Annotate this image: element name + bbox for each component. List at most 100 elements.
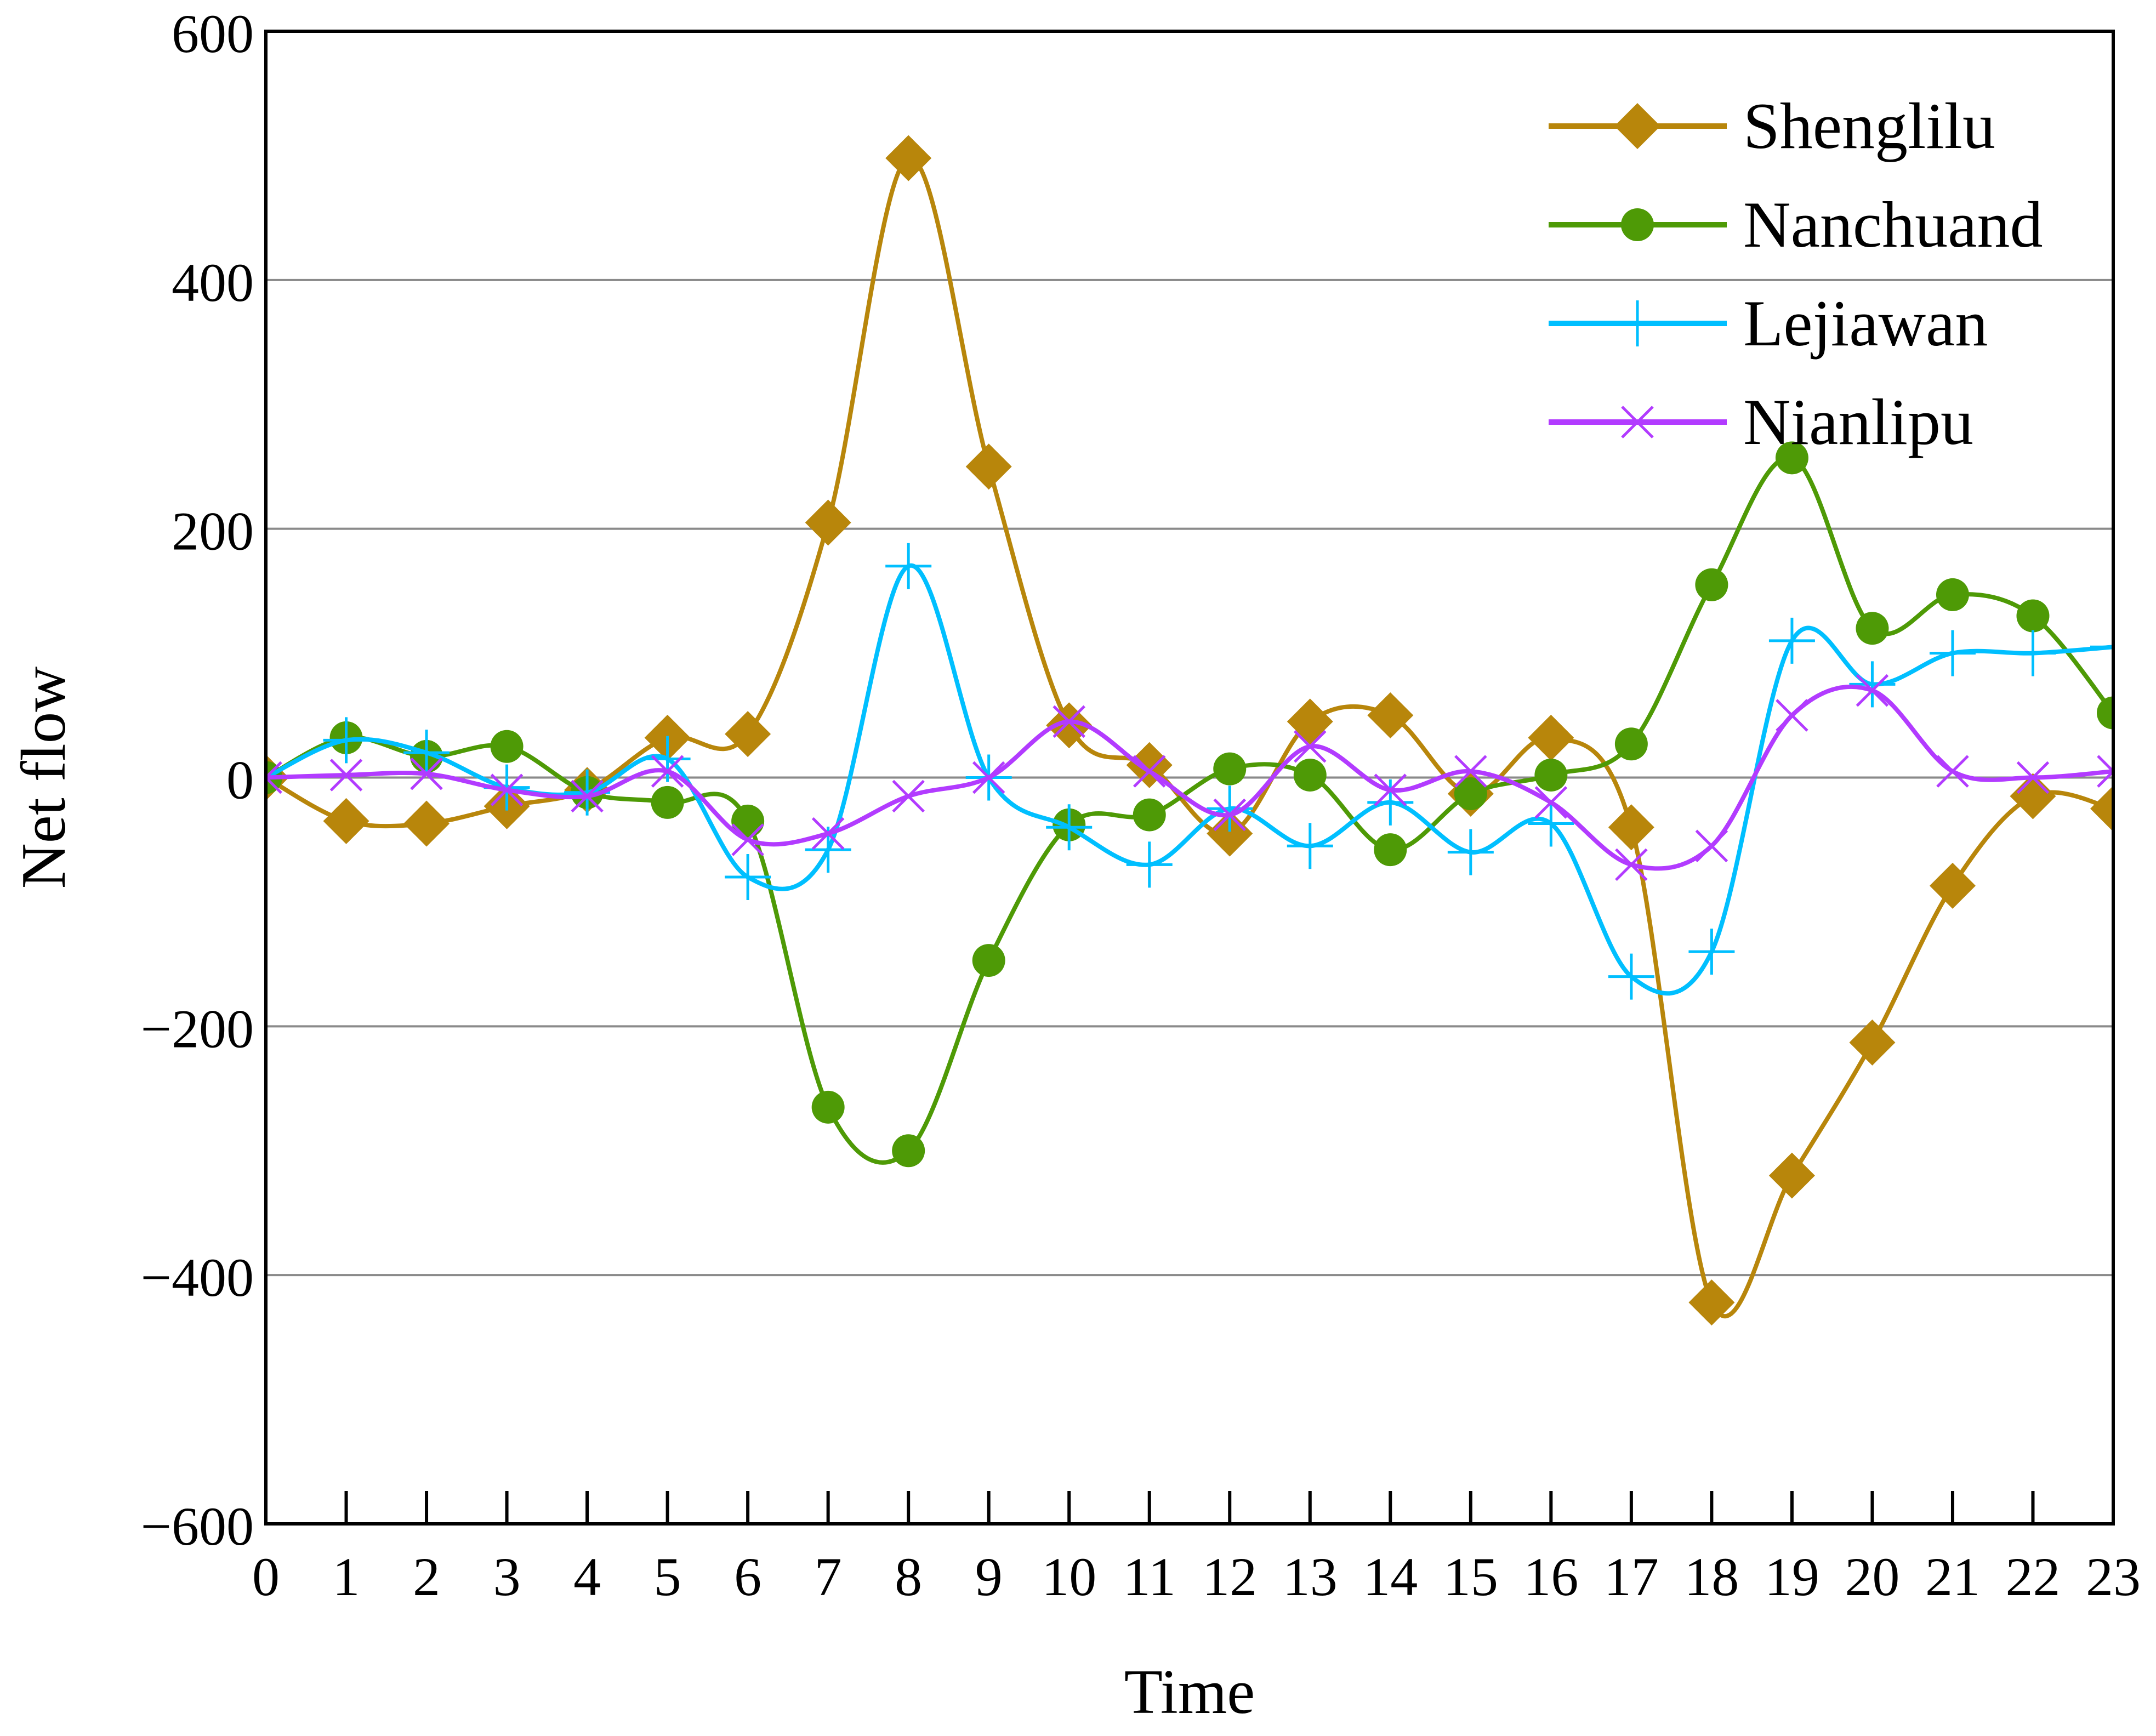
series-line: [266, 563, 2113, 996]
data-point: [2090, 786, 2113, 832]
data-point: [1849, 1019, 1896, 1066]
data-point: [323, 717, 369, 764]
y-tick-label: 0: [226, 750, 254, 811]
x-tick-label: 6: [734, 1546, 761, 1607]
data-point: [1614, 727, 1648, 761]
data-point: [323, 798, 369, 844]
data-point: [1207, 810, 1253, 857]
data-point: [1856, 674, 1889, 707]
data-point: [1775, 441, 1808, 475]
x-tick-label: 8: [895, 1546, 922, 1607]
x-tick-label: 21: [1925, 1546, 1980, 1607]
x-tick-label: 16: [1523, 1546, 1578, 1607]
data-point: [2010, 630, 2056, 676]
data-point: [571, 779, 604, 813]
data-point: [1294, 730, 1327, 763]
data-point: [1053, 705, 1085, 738]
data-point: [644, 736, 691, 782]
data-point: [811, 817, 845, 850]
data-point: [1374, 833, 1407, 867]
plot-frame: [264, 30, 2115, 1526]
data-point: [1849, 661, 1896, 708]
data-point: [329, 759, 363, 792]
data-point: [1608, 804, 1654, 851]
data-point: [731, 804, 765, 838]
data-point: [1936, 578, 1969, 611]
data-point: [1768, 1152, 1815, 1199]
x-tick-label: 22: [2005, 1546, 2060, 1607]
legend-label: Shenglilu: [1743, 89, 1995, 162]
data-point: [972, 944, 1005, 977]
data-point: [731, 823, 764, 856]
data-point: [1293, 758, 1327, 792]
legend-label: Nanchuand: [1743, 188, 2043, 261]
data-point: [1447, 829, 1494, 875]
data-point: [1856, 612, 1889, 645]
data-point: [965, 443, 1012, 490]
x-tick-label: 14: [1363, 1546, 1418, 1607]
data-point: [1528, 800, 1574, 847]
y-tick-label: −200: [141, 998, 254, 1059]
data-point: [1126, 841, 1173, 888]
x-tick-label: 5: [654, 1546, 681, 1607]
data-point: [2016, 761, 2050, 794]
y-tick-label: −400: [141, 1247, 254, 1308]
x-tick-label: 2: [413, 1546, 440, 1607]
data-point: [1287, 823, 1333, 869]
legend: Shenglilu Nanchuand Lejiawan Nianlipu: [1549, 89, 2043, 458]
data-point: [1528, 714, 1574, 761]
x-tick-label: 13: [1283, 1546, 1338, 1607]
y-tick-label: 600: [172, 3, 254, 64]
data-point: [885, 135, 932, 181]
legend-item: Nianlipu: [1549, 385, 1973, 458]
data-point: [1213, 752, 1247, 786]
series-line: [266, 455, 2113, 1165]
data-point: [1688, 929, 1735, 975]
x-tick-label: 3: [493, 1546, 521, 1607]
data-point: [1695, 568, 1728, 601]
legend-item: Lejiawan: [1549, 287, 1988, 360]
data-point: [2010, 773, 2056, 819]
x-tick-label: 11: [1123, 1546, 1176, 1607]
data-point: [885, 543, 932, 589]
data-point: [1133, 798, 1166, 832]
data-point: [1374, 773, 1407, 806]
legend-marker: [1614, 300, 1660, 346]
data-point: [410, 757, 443, 790]
data-point: [1454, 755, 1487, 788]
legend-item: Shenglilu: [1549, 89, 1995, 162]
data-point: [403, 800, 450, 847]
data-point: [1367, 779, 1414, 826]
data-point: [725, 854, 771, 901]
data-point: [811, 1090, 845, 1124]
data-point: [1133, 755, 1166, 788]
series-nanchuand: [266, 441, 2113, 1168]
data-point: [2016, 599, 2050, 633]
x-tick-label: 15: [1443, 1546, 1498, 1607]
data-point: [651, 786, 684, 819]
data-point: [1695, 829, 1728, 863]
x-tick-label: 1: [333, 1546, 360, 1607]
legend-marker: [1621, 406, 1654, 439]
data-point: [1936, 755, 1969, 788]
data-point: [1929, 862, 1976, 909]
data-point: [972, 761, 1005, 794]
data-point: [1046, 702, 1093, 749]
data-point: [892, 1134, 925, 1168]
data-point: [892, 779, 925, 813]
data-point: [1534, 786, 1568, 819]
legend-label: Lejiawan: [1743, 287, 1988, 360]
data-point: [651, 755, 684, 788]
y-tick-label: 400: [172, 252, 254, 313]
data-point: [1929, 630, 1976, 676]
x-tick-label: 17: [1604, 1546, 1659, 1607]
data-point: [1776, 699, 1808, 732]
legend-item: Nanchuand: [1549, 188, 2043, 261]
data-point: [2097, 755, 2113, 788]
x-tick-label: 4: [573, 1546, 601, 1607]
data-point: [1367, 692, 1414, 739]
data-point: [1688, 1279, 1735, 1326]
data-point: [725, 711, 771, 758]
